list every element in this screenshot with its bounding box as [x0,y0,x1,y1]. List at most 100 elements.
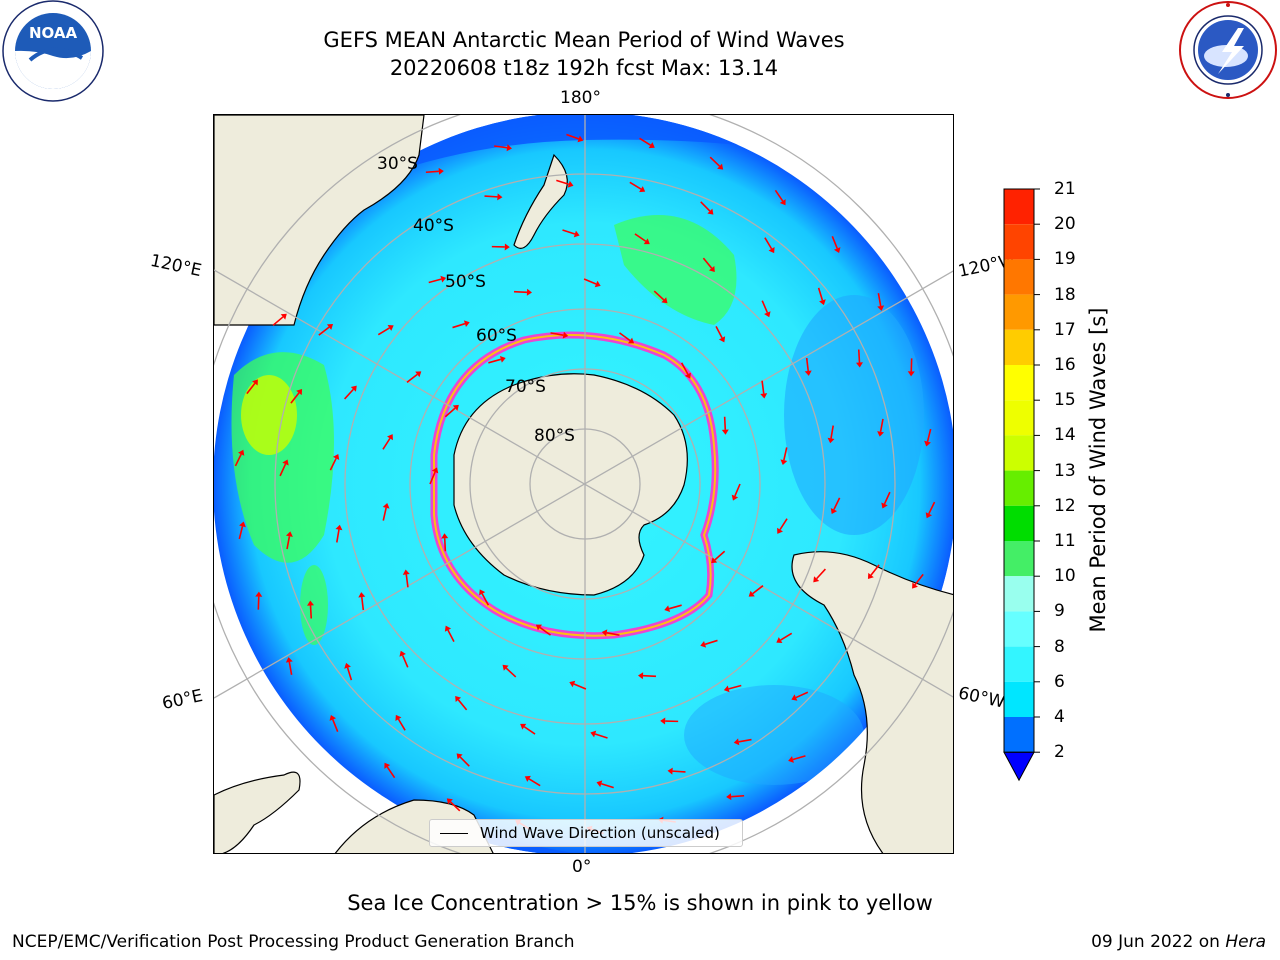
landmasses [214,115,953,853]
lat-label-40s: 40°S [413,216,454,236]
wind-wave-arrow-head [332,453,340,460]
wind-wave-arrow-head [382,502,390,509]
wind-wave-arrow-shaft [401,655,409,668]
wind-wave-arrow-shaft [286,536,291,550]
wind-wave-arrow-shaft [764,237,773,250]
wind-wave-arrow-head [855,362,863,368]
wind-wave-arrow-shaft [870,564,880,576]
wind-wave-arrow-head [748,590,755,597]
colorbar-segment [1004,435,1034,471]
colorbar-label: Mean Period of Wind Waves [s] [1086,307,1110,633]
colorbar-tick-label: 15 [1054,390,1076,411]
colorbar-tick-label: 2 [1054,742,1065,763]
noaa-logo: NOAA [2,0,104,102]
wind-wave-arrow-head [590,730,597,738]
legend-label: Wind Wave Direction (unscaled) [480,824,720,842]
wind-wave-arrow-head [780,459,788,466]
colorbar-segment [1004,681,1034,717]
wind-wave-arrow-head [726,793,732,801]
wind-wave-arrow-head [907,371,915,377]
wind-wave-arrow-shaft [774,189,784,202]
wind-wave-arrow-shaft [817,287,824,301]
wind-wave-arrow-shaft [653,290,665,301]
wind-wave-arrow-head [441,533,449,539]
lon-label-180: 180° [560,88,601,108]
wind-wave-arrow-head [788,756,794,763]
wind-wave-arrow-shaft [833,497,841,510]
wind-wave-arrow-head [723,685,730,693]
wind-wave-arrow-head [535,624,543,631]
map-svg: 30°S 40°S 50°S 60°S 70°S 80°S [214,115,953,853]
wind-wave-arrow-shaft [877,293,882,307]
wind-wave-arrow-shaft [731,794,745,798]
wind-wave-arrow-shaft [629,181,642,190]
wind-wave-arrow-head [387,434,393,441]
colorbar-tick-label: 9 [1054,601,1065,622]
wind-wave-arrow-shaft [573,683,587,690]
colorbar-tick-label: 16 [1054,355,1076,375]
wind-wave-arrow-shaft [583,278,597,285]
wind-wave-arrow-shaft [752,585,764,595]
wind-wave-arrow-shaft [397,718,406,731]
colorbar-segment [1004,189,1034,225]
graticule [214,115,953,853]
wind-wave-arrow-shaft [405,574,409,588]
wind-wave-arrow-shaft [805,357,810,372]
wind-wave-arrow-head [830,508,838,515]
wind-wave-arrow-shaft [780,632,793,641]
wind-wave-arrow-head [444,625,452,632]
wind-wave-arrow-head [764,311,771,318]
wind-wave-arrow-head [717,163,724,170]
wind-wave-arrow-head [431,467,439,474]
wind-wave-arrow-shaft [329,458,337,471]
wind-wave-arrow-shaft [447,629,455,643]
wind-wave-arrow-shaft [449,801,461,812]
wind-wave-arrow-head [280,313,287,320]
wind-wave-arrow-shaft [714,550,726,561]
wind-wave-arrow-shaft [562,229,576,235]
wind-wave-arrow-shaft [539,626,551,636]
wind-wave-arrow-shaft [494,145,508,149]
wind-wave-arrow-head [502,664,509,671]
wind-wave-arrow-shaft [428,278,442,284]
wind-wave-arrow-shaft [246,382,256,395]
wind-wave-arrow-shaft [639,137,651,146]
wind-wave-arrow-shaft [566,133,579,140]
colorbar-extend-triangle [1003,751,1035,782]
wind-wave-arrow-head [463,320,470,328]
lon-label-0: 0° [572,857,592,877]
wind-wave-arrow-head [718,336,726,343]
wind-wave-arrow-head [520,723,527,730]
wind-wave-arrow-head [526,288,532,296]
wind-wave-arrow-shaft [734,483,741,497]
wind-wave-arrow-shaft [382,507,387,521]
wind-wave-arrow-head [506,144,513,152]
wind-wave-arrow-shaft [272,316,284,326]
wind-wave-arrow-shaft [704,639,718,646]
wind-wave-arrow-shaft [513,290,528,294]
wind-wave-arrow-shaft [444,407,456,418]
wind-wave-arrow-shaft [386,766,396,779]
wind-wave-arrow-shaft [830,425,835,439]
wind-wave-arrow-head [440,275,447,283]
wind-wave-arrow-head [924,440,931,447]
wind-wave-arrow-shaft [459,756,470,767]
wind-wave-arrow-head [708,265,715,273]
wind-wave-arrow-head [664,605,671,613]
wind-wave-arrow-shaft [795,691,809,699]
wind-wave-arrow-shaft [816,568,826,580]
title-line-2: 20220608 t18z 192h fcst Max: 13.14 [389,56,779,80]
wind-wave-arrow-head [601,629,608,637]
wind-wave-arrow-head [577,135,584,143]
colorbar-tick-label: 13 [1054,460,1076,481]
wind-wave-arrow-shaft [406,373,418,383]
colorbar-tick-label: 6 [1054,671,1065,692]
mid-period-zone [784,295,924,535]
colorbar-tick-label: 14 [1054,425,1076,446]
wind-wave-arrow-shaft [594,733,608,739]
wind-wave-arrow-shaft [309,605,313,619]
wind-wave-arrow-head [239,521,246,528]
wind-wave-arrow-shaft [238,526,244,540]
wind-wave-arrow-shaft [556,179,569,186]
sea-ice-note: Sea Ice Concentration > 15% is shown in … [347,891,933,915]
